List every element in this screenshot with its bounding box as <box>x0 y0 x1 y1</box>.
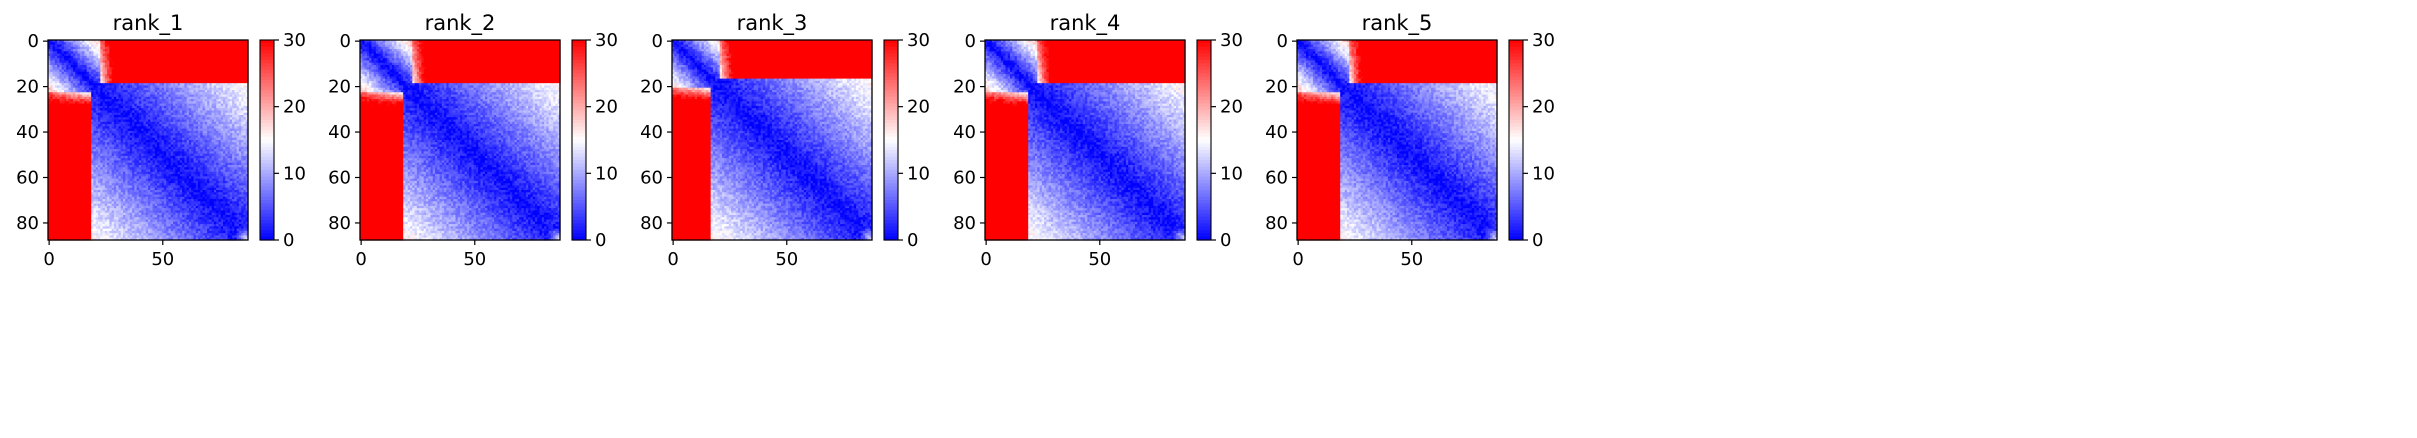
heatmap-cells <box>48 40 249 241</box>
